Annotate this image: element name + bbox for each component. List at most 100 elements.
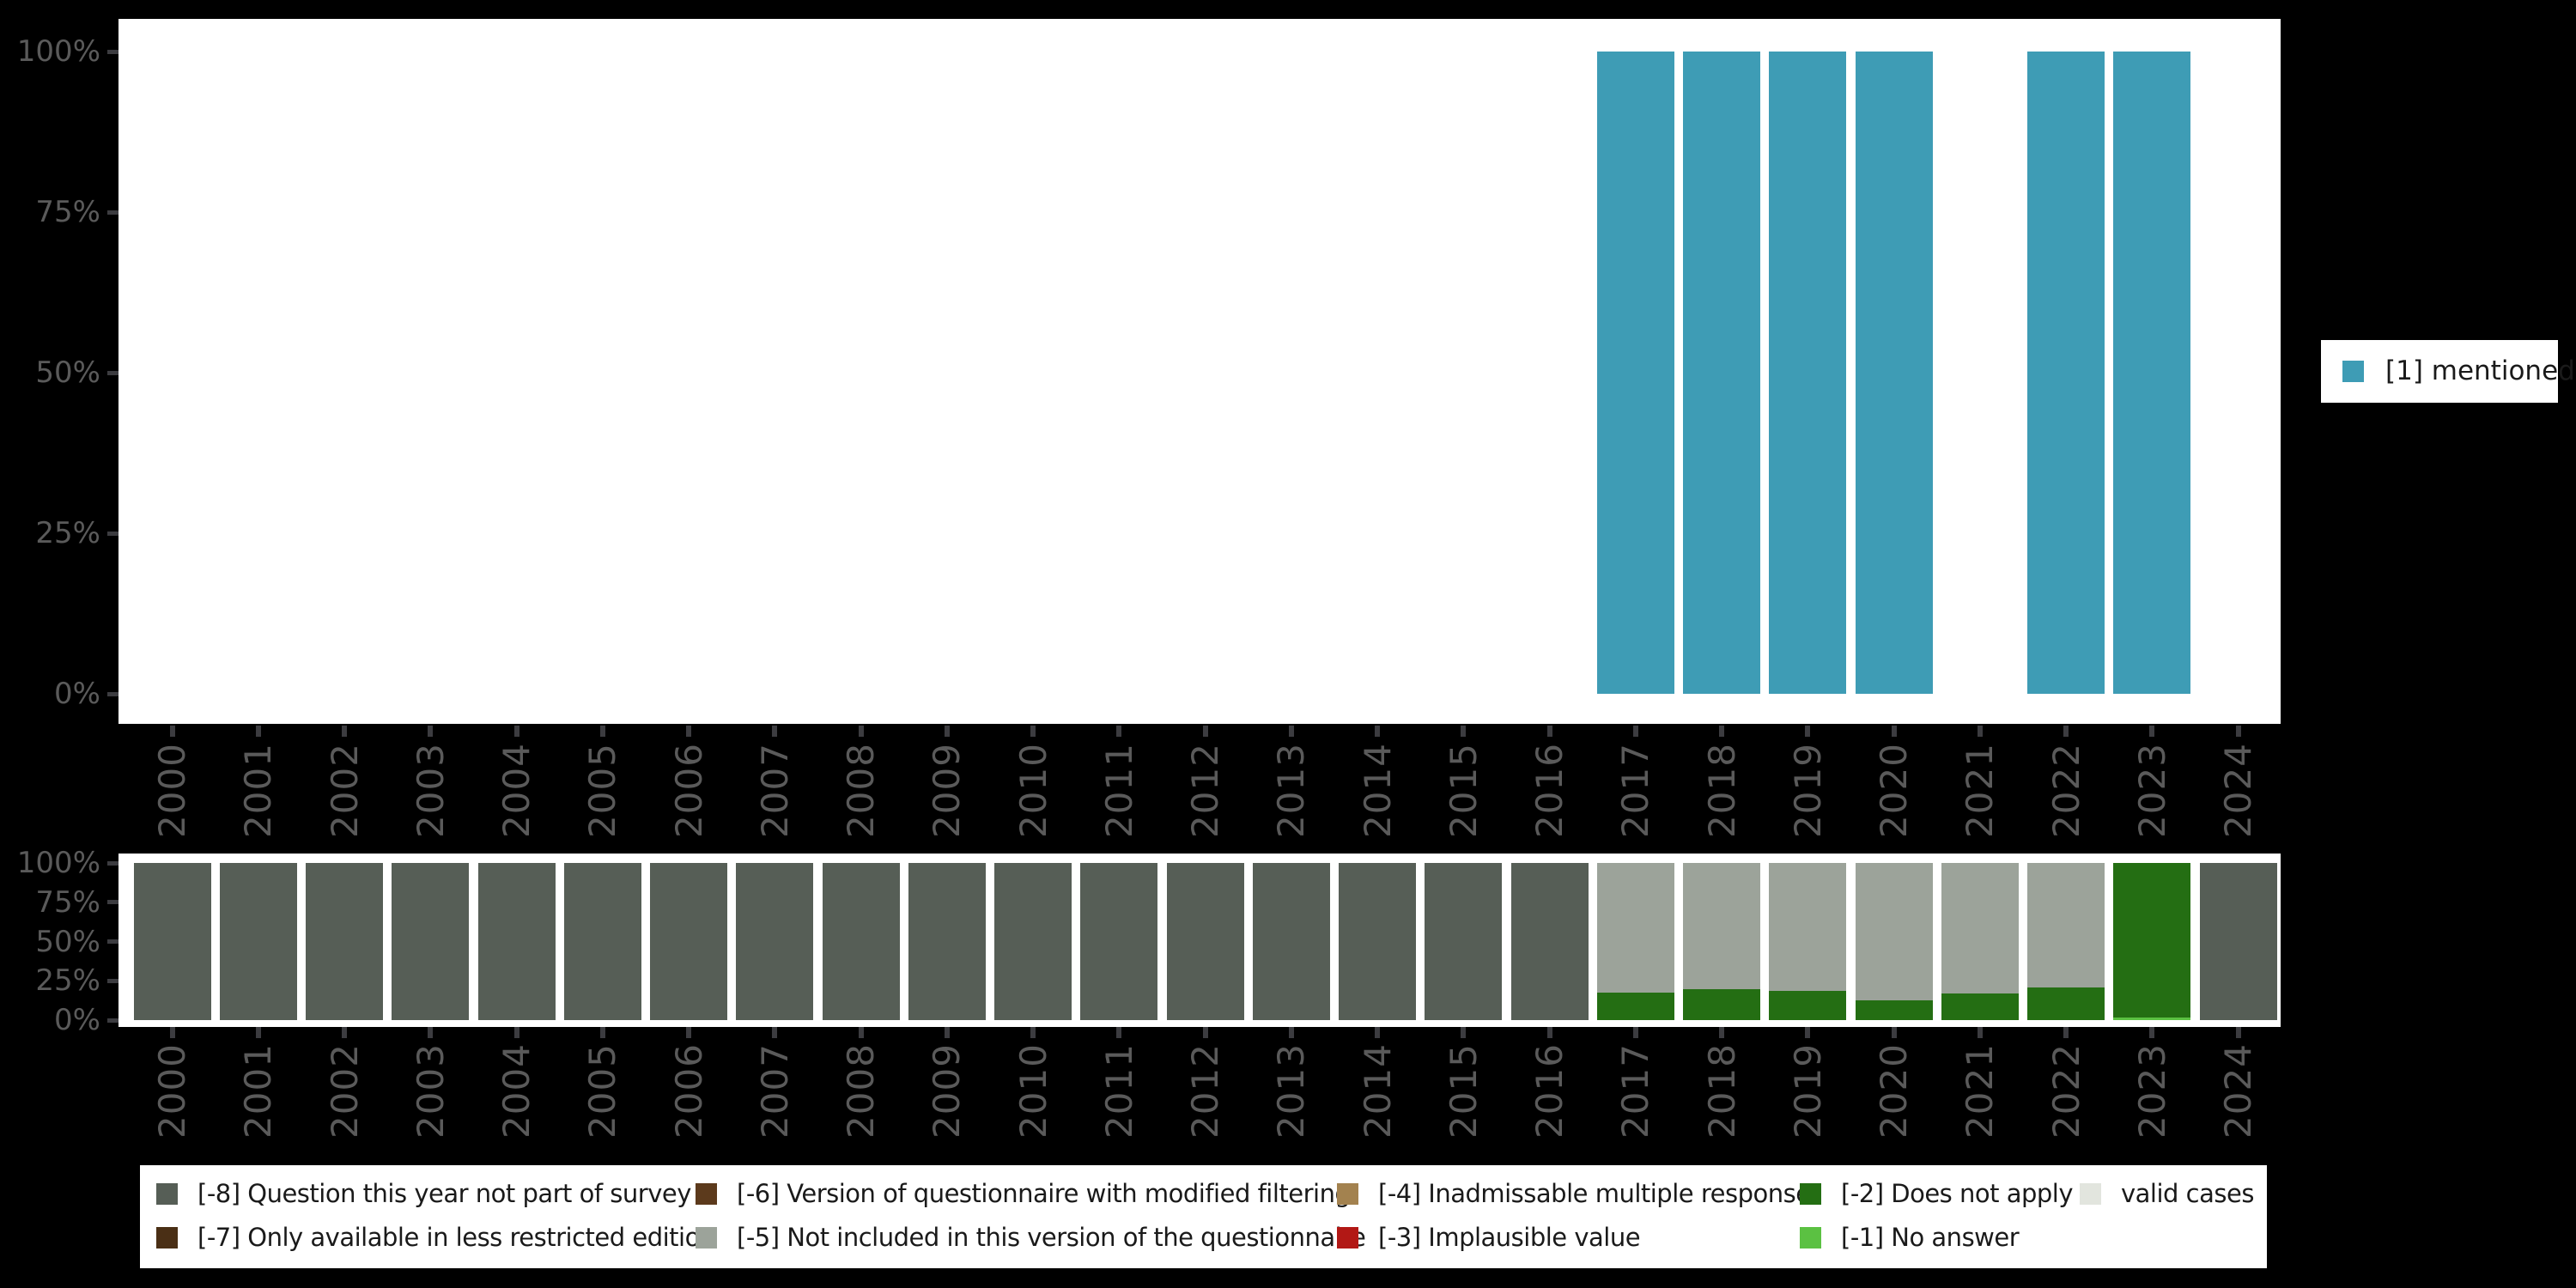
year-label-text: 2001 <box>237 742 280 838</box>
stack-segment--2-2020 <box>1855 999 1933 1020</box>
year-label-text: 2011 <box>1097 1042 1140 1139</box>
x-axis-tick <box>2235 726 2241 737</box>
x-axis-tick <box>169 726 175 737</box>
stack-segment--5-2018 <box>1683 863 1760 989</box>
x-axis-tick <box>1977 726 1983 737</box>
x-axis-tick <box>342 726 347 737</box>
missing-values-legend-panel: [-8] Question this year not part of surv… <box>140 1165 2267 1268</box>
year-label-text: 2016 <box>1528 742 1571 838</box>
x-axis-tick <box>858 1027 864 1038</box>
x-axis-tick <box>513 726 519 737</box>
stack-segment--8-2010 <box>994 863 1072 1020</box>
mentioned-legend-swatch <box>2342 361 2364 382</box>
x-axis-tick <box>599 726 605 737</box>
x-axis-tick <box>2063 726 2069 737</box>
stack-segment--8-2015 <box>1425 863 1503 1020</box>
stack-segment--8-2006 <box>650 863 727 1020</box>
year-label-text: 2024 <box>2216 1042 2259 1139</box>
year-label-text: 2013 <box>1270 1042 1313 1139</box>
stack-segment--5-2019 <box>1769 863 1847 991</box>
x-axis-tick <box>1719 726 1724 737</box>
y-axis-tick <box>107 900 118 905</box>
x-axis-tick <box>1546 726 1552 737</box>
year-label-text: 2017 <box>1614 742 1657 838</box>
stack-segment--8-2005 <box>563 863 641 1020</box>
x-axis-tick <box>1116 1027 1122 1038</box>
year-label-text: 2000 <box>150 1042 193 1139</box>
stack-segment--8-2024 <box>2199 863 2277 1020</box>
year-label-text: 2002 <box>323 742 366 838</box>
year-label-text: 2015 <box>1442 1042 1485 1139</box>
y-axis-label: 0% <box>54 1003 100 1037</box>
x-axis-tick <box>169 1027 175 1038</box>
legend-label: [-8] Question this year not part of surv… <box>197 1178 691 1208</box>
x-axis-tick <box>2149 1027 2155 1038</box>
stack-segment--8-2002 <box>306 863 383 1020</box>
x-axis-tick <box>1546 1027 1552 1038</box>
stack-segment--8-2016 <box>1510 863 1589 1020</box>
year-label-text: 2023 <box>2130 742 2173 838</box>
legend-swatch <box>156 1182 178 1205</box>
year-label-text: 2007 <box>753 1042 796 1139</box>
year-label-text: 2012 <box>1183 1042 1226 1139</box>
stack-segment--5-2021 <box>1941 863 2019 993</box>
stack-segment--8-2000 <box>133 863 211 1020</box>
stack-segment--5-2022 <box>2027 863 2105 988</box>
year-label-text: 2009 <box>926 742 969 838</box>
year-label-text: 2001 <box>237 1042 280 1139</box>
year-label-text: 2022 <box>2044 742 2087 838</box>
year-label-text: 2018 <box>1700 742 1743 838</box>
year-label-text: 2024 <box>2216 742 2259 838</box>
stack-segment--2-2017 <box>1596 992 1674 1020</box>
legend-swatch <box>696 1226 717 1249</box>
x-axis-tick <box>1805 1027 1811 1038</box>
bar-1-2022 <box>2027 52 2105 694</box>
missing-values-panel <box>118 854 2281 1027</box>
stack-segment--1-2023 <box>2113 1018 2191 1020</box>
year-label-text: 2017 <box>1614 1042 1657 1139</box>
y-axis-tick <box>107 531 118 536</box>
year-label-text: 2002 <box>323 1042 366 1139</box>
y-axis-label: 100% <box>16 846 100 880</box>
stack-segment--8-2011 <box>1080 863 1158 1020</box>
legend-swatch <box>1337 1226 1358 1249</box>
legend-swatch <box>696 1182 717 1205</box>
y-axis-tick <box>107 860 118 866</box>
year-label-text: 2020 <box>1872 1042 1915 1139</box>
y-axis-tick <box>107 978 118 983</box>
x-axis-tick <box>1202 1027 1208 1038</box>
legend-label: [-5] Not included in this version of the… <box>737 1222 1366 1252</box>
x-axis-tick <box>1461 1027 1467 1038</box>
x-axis-tick <box>858 726 864 737</box>
legend-label: [-4] Inadmissable multiple response <box>1378 1178 1811 1208</box>
year-label-text: 2012 <box>1183 742 1226 838</box>
stack-segment--2-2023 <box>2113 863 2191 1018</box>
y-axis-tick <box>107 1018 118 1023</box>
x-axis-tick <box>1202 726 1208 737</box>
x-axis-tick <box>1288 1027 1294 1038</box>
y-axis-tick <box>107 939 118 944</box>
legend-swatch <box>1800 1182 1821 1205</box>
year-label-text: 2010 <box>1012 1042 1054 1139</box>
y-axis-label: 75% <box>35 195 100 229</box>
bar-1-2019 <box>1769 52 1847 694</box>
stack-segment--8-2001 <box>219 863 297 1020</box>
year-label-text: 2010 <box>1012 742 1054 838</box>
year-label-text: 2006 <box>667 742 710 838</box>
y-axis-tick <box>107 49 118 54</box>
y-axis-label: 50% <box>35 355 100 390</box>
legend-label: [-7] Only available in less restricted e… <box>197 1222 715 1252</box>
stack-segment--8-2004 <box>477 863 556 1020</box>
x-axis-tick <box>1375 726 1380 737</box>
legend-label: [-3] Implausible value <box>1378 1222 1641 1252</box>
stack-segment--2-2018 <box>1683 988 1760 1020</box>
year-label-text: 2020 <box>1872 742 1915 838</box>
x-axis-tick <box>772 1027 778 1038</box>
legend-label: valid cases <box>2121 1178 2254 1208</box>
x-axis-tick <box>2149 726 2155 737</box>
x-axis-tick <box>2063 1027 2069 1038</box>
x-axis-tick <box>428 1027 434 1038</box>
legend-swatch <box>1800 1226 1821 1249</box>
year-label-text: 2018 <box>1700 1042 1743 1139</box>
